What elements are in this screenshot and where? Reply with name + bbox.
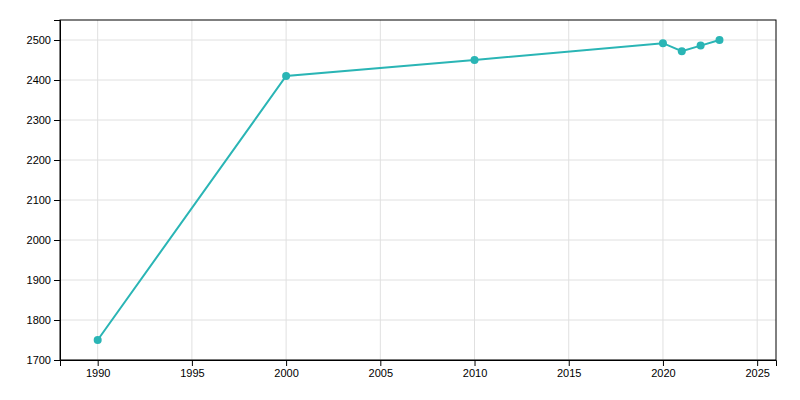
grid-line bbox=[286, 20, 287, 360]
x-tick-mark bbox=[569, 360, 570, 366]
x-tick-mark bbox=[380, 360, 381, 366]
y-tick: 2400 bbox=[27, 74, 60, 86]
x-tick-label: 2015 bbox=[557, 367, 581, 379]
y-tick: 2100 bbox=[27, 194, 60, 206]
line bbox=[98, 40, 720, 340]
x-tick: 2015 bbox=[557, 360, 581, 379]
y-tick-label: 2400 bbox=[27, 74, 51, 86]
point bbox=[471, 56, 479, 64]
grid-line bbox=[60, 120, 776, 121]
x-axis: 1990 1995 2000 2005 2010 2015 2020 2025 bbox=[61, 360, 777, 379]
x-tick-mark bbox=[757, 360, 758, 366]
point bbox=[715, 36, 723, 44]
y-tick-label: 1800 bbox=[27, 314, 51, 326]
grid-line bbox=[60, 40, 776, 41]
y-tick: 2500 bbox=[27, 34, 60, 46]
grid-line bbox=[60, 160, 776, 161]
x-tick: 2000 bbox=[274, 360, 298, 379]
y-tick-label: 2100 bbox=[27, 194, 51, 206]
x-tick-mark bbox=[663, 360, 664, 366]
y-tick: 2200 bbox=[27, 154, 60, 166]
x-tick-label: 2025 bbox=[745, 367, 769, 379]
y-tick-mark bbox=[54, 120, 60, 121]
x-tick-mark bbox=[192, 360, 193, 366]
y-tick-label: 2200 bbox=[27, 154, 51, 166]
grid-line bbox=[191, 20, 192, 360]
point bbox=[282, 72, 290, 80]
grid-line bbox=[662, 20, 663, 360]
grid-line bbox=[60, 200, 776, 201]
point bbox=[678, 47, 686, 55]
point bbox=[697, 42, 705, 50]
grid-line bbox=[97, 20, 98, 360]
chart: 1990 1995 2000 2005 2010 2015 2020 2025 1700 1800… bbox=[0, 0, 800, 400]
grid-line bbox=[60, 80, 776, 81]
plot: 1990 1995 2000 2005 2010 2015 2020 2025 1700 1800… bbox=[27, 20, 777, 379]
y-axis-line bbox=[54, 21, 61, 361]
x-tick-label: 2000 bbox=[274, 367, 298, 379]
y-tick-label: 2500 bbox=[27, 34, 51, 46]
x-tick: 1990 bbox=[86, 360, 110, 379]
y-tick-mark bbox=[54, 360, 60, 361]
grid-line bbox=[60, 320, 776, 321]
plot-frame bbox=[60, 20, 776, 360]
y-tick-label: 2000 bbox=[27, 234, 51, 246]
x-tick-label: 2010 bbox=[463, 367, 487, 379]
x-tick-mark bbox=[286, 360, 287, 366]
x-tick-mark bbox=[475, 360, 476, 366]
y-tick-mark bbox=[54, 240, 60, 241]
y-tick-mark bbox=[54, 200, 60, 201]
y-tick-label: 1900 bbox=[27, 274, 51, 286]
y-tick-mark bbox=[54, 80, 60, 81]
grid-line bbox=[474, 20, 475, 360]
point bbox=[94, 336, 102, 344]
grid-line bbox=[568, 20, 569, 360]
x-tick-label: 1990 bbox=[86, 367, 110, 379]
x-tick: 2010 bbox=[463, 360, 487, 379]
x-tick: 2020 bbox=[651, 360, 675, 379]
grid-line bbox=[380, 20, 381, 360]
x-tick: 2005 bbox=[369, 360, 393, 379]
grid-line bbox=[60, 280, 776, 281]
y-tick: 1800 bbox=[27, 314, 60, 326]
y-tick: 2000 bbox=[27, 234, 60, 246]
x-tick-label: 2020 bbox=[651, 367, 675, 379]
y-tick-mark bbox=[54, 280, 60, 281]
marks bbox=[94, 36, 724, 344]
x-tick: 1995 bbox=[180, 360, 204, 379]
y-axis: 1700 1800 1900 2000 2100 2200 2300 2400 2500 bbox=[27, 21, 61, 367]
point bbox=[659, 39, 667, 47]
x-tick: 2025 bbox=[745, 360, 769, 379]
y-tick: 1700 bbox=[27, 354, 60, 366]
y-tick-mark bbox=[54, 320, 60, 321]
y-tick-label: 2300 bbox=[27, 114, 51, 126]
grid-line bbox=[60, 240, 776, 241]
grid bbox=[60, 20, 776, 360]
y-tick-mark bbox=[54, 160, 60, 161]
y-tick: 2300 bbox=[27, 114, 60, 126]
grid-line bbox=[757, 20, 758, 360]
x-axis-line bbox=[61, 361, 777, 367]
x-tick-label: 1995 bbox=[180, 367, 204, 379]
x-tick-mark bbox=[98, 360, 99, 366]
x-tick-label: 2005 bbox=[369, 367, 393, 379]
y-tick-label: 1700 bbox=[27, 354, 51, 366]
y-tick: 1900 bbox=[27, 274, 60, 286]
y-tick-mark bbox=[54, 40, 60, 41]
